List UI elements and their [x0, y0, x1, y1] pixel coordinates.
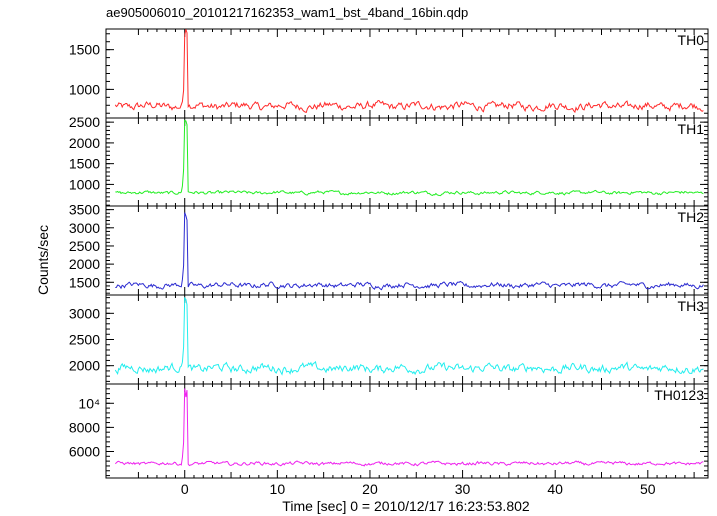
panel-th0: 1000 1500 TH0 — [69, 28, 709, 119]
panel-frame — [105, 383, 709, 479]
panel-label: TH0123 — [654, 387, 704, 403]
y-tick-label: 3500 — [69, 202, 100, 218]
y-tick-label: 1000 — [69, 81, 100, 97]
series-th2 — [115, 212, 704, 291]
y-tick-label: 2000 — [69, 358, 100, 374]
y-tick-label: 6000 — [69, 443, 100, 459]
y-tick-label: 2500 — [69, 332, 100, 348]
x-tick-label: 40 — [547, 481, 563, 497]
x-tick-label: 0 — [181, 481, 189, 497]
panel-th3: 2000 2500 3000 TH3 — [69, 294, 709, 385]
x-tick-label: 30 — [455, 481, 471, 497]
panel-th2: 1500 2000 2500 3000 3500 TH2 — [69, 202, 709, 296]
y-tick-label: 1500 — [69, 42, 100, 58]
y-tick-label: 1000 — [69, 176, 100, 192]
y-tick-label: 10⁴ — [78, 395, 100, 411]
series-th1 — [115, 119, 704, 197]
y-tick-label: 1500 — [69, 156, 100, 172]
x-tick-label: 20 — [362, 481, 378, 497]
panel-label: TH3 — [678, 298, 705, 314]
x-axis: 0 10 20 30 40 50 — [181, 481, 656, 497]
panel-label: TH2 — [678, 209, 705, 225]
panel-label: TH0 — [678, 32, 705, 48]
y-tick-label: 1500 — [69, 274, 100, 290]
x-axis-label: Time [sec] 0 = 2010/12/17 16:23:53.802 — [282, 498, 530, 514]
y-tick-label: 8000 — [69, 419, 100, 435]
y-tick-label: 2500 — [69, 114, 100, 130]
series-th0123 — [114, 388, 704, 467]
x-tick-label: 10 — [270, 481, 286, 497]
x-tick-label: 50 — [640, 481, 656, 497]
panel-label: TH1 — [678, 121, 705, 137]
series-th3 — [114, 296, 704, 376]
panels-group: 1000 1500 TH0 1000 1500 2000 2500 TH1 1500 2000 25… — [69, 28, 709, 479]
panel-frame — [105, 205, 709, 296]
y-tick-label: 3000 — [69, 305, 100, 321]
y-tick-label: 3000 — [69, 220, 100, 236]
y-tick-label: 2500 — [69, 238, 100, 254]
y-axis-label: Counts/sec — [35, 225, 51, 295]
y-tick-label: 2000 — [69, 135, 100, 151]
series-th0 — [114, 29, 704, 114]
chart-title: ae905006010_20101217162353_wam1_bst_4ban… — [106, 5, 468, 20]
panel-th0123: 6000 8000 10⁴ TH0123 — [69, 383, 709, 479]
panel-th1: 1000 1500 2000 2500 TH1 — [69, 114, 709, 207]
y-tick-label: 2000 — [69, 256, 100, 272]
